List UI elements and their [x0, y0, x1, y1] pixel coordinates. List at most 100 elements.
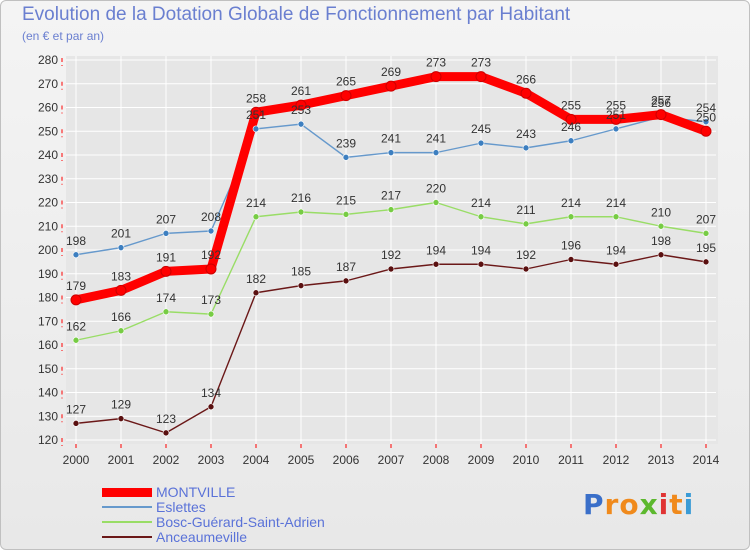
data-label-anceaumeville: 196	[561, 239, 581, 253]
data-label-anceaumeville: 194	[606, 243, 626, 257]
y-tick-label: 150	[38, 362, 58, 376]
y-tick-label: 190	[38, 267, 58, 281]
x-tick-label: 2003	[198, 453, 225, 467]
point-bosc-gu-rard-saint-adrien	[207, 310, 215, 318]
point-montville	[700, 125, 712, 137]
point-anceaumeville	[702, 258, 710, 266]
data-label-bosc-gu-rard-saint-adrien: 211	[516, 203, 535, 217]
point-bosc-gu-rard-saint-adrien	[117, 327, 125, 335]
data-label-bosc-gu-rard-saint-adrien: 214	[246, 196, 266, 210]
data-label-anceaumeville: 134	[201, 386, 221, 400]
data-label-eslettes: 241	[426, 132, 446, 146]
point-eslettes	[342, 154, 350, 161]
point-eslettes	[297, 120, 305, 128]
point-bosc-gu-rard-saint-adrien	[432, 199, 440, 206]
point-eslettes	[72, 251, 80, 259]
point-anceaumeville	[567, 256, 575, 263]
logo-letter: r	[604, 488, 620, 521]
logo-letter: t	[669, 488, 684, 521]
point-eslettes	[252, 125, 260, 133]
point-montville	[385, 80, 397, 92]
data-label-eslettes: 246	[561, 120, 581, 134]
point-bosc-gu-rard-saint-adrien	[657, 222, 665, 230]
data-label-montville: 191	[156, 250, 176, 264]
data-label-anceaumeville: 127	[66, 402, 86, 416]
x-tick-label: 2013	[648, 453, 675, 467]
point-eslettes	[207, 227, 215, 235]
point-anceaumeville	[342, 277, 350, 285]
data-label-bosc-gu-rard-saint-adrien: 217	[381, 189, 401, 203]
legend-swatch-eslettes	[102, 506, 152, 508]
data-label-eslettes: 251	[246, 108, 266, 122]
y-tick-label: 140	[38, 386, 58, 400]
y-tick-label: 120	[38, 433, 58, 447]
logo-letter: o	[619, 488, 640, 521]
point-eslettes	[477, 139, 485, 147]
data-label-anceaumeville: 187	[336, 260, 356, 274]
data-label-bosc-gu-rard-saint-adrien: 166	[111, 310, 131, 324]
point-bosc-gu-rard-saint-adrien	[297, 208, 305, 216]
point-eslettes	[702, 118, 710, 126]
x-tick-label: 2000	[63, 453, 90, 467]
point-montville	[610, 113, 622, 125]
point-eslettes	[567, 137, 575, 145]
point-anceaumeville	[657, 251, 665, 259]
legend-label-montville: MONTVILLE	[156, 484, 236, 500]
data-label-anceaumeville: 129	[111, 398, 131, 412]
data-label-eslettes: 241	[381, 132, 401, 146]
logo-letter: P	[583, 488, 605, 521]
x-tick-label: 2004	[243, 453, 270, 467]
x-tick-label: 2012	[603, 453, 630, 467]
y-tick-label: 180	[38, 291, 58, 305]
x-tick-label: 2014	[693, 453, 720, 467]
y-tick-label: 160	[38, 338, 58, 352]
chart-title: Evolution de la Dotation Globale de Fonc…	[22, 4, 571, 25]
x-tick-label: 2001	[108, 453, 135, 467]
proxiti-logo: Proxiti	[583, 488, 694, 521]
point-montville	[475, 71, 487, 83]
point-anceaumeville	[612, 260, 620, 268]
data-label-montville: 257	[651, 94, 671, 108]
y-tick-label: 220	[38, 196, 58, 210]
point-anceaumeville	[432, 260, 440, 268]
data-label-anceaumeville: 185	[291, 265, 311, 279]
point-anceaumeville	[162, 429, 170, 437]
point-eslettes	[522, 144, 530, 152]
point-bosc-gu-rard-saint-adrien	[612, 213, 620, 221]
y-tick-label: 270	[38, 77, 58, 91]
point-montville	[430, 71, 442, 83]
data-label-eslettes: 239	[336, 136, 356, 150]
data-label-eslettes: 251	[606, 108, 626, 122]
chart-subtitle: (en € et par an)	[22, 29, 105, 43]
point-anceaumeville	[297, 282, 305, 289]
point-montville	[520, 87, 532, 99]
point-eslettes	[117, 244, 125, 251]
data-label-bosc-gu-rard-saint-adrien: 214	[606, 196, 626, 210]
y-tick-label: 280	[38, 53, 58, 67]
point-bosc-gu-rard-saint-adrien	[162, 308, 170, 316]
data-label-bosc-gu-rard-saint-adrien: 214	[471, 196, 491, 210]
data-label-montville: 261	[291, 84, 311, 98]
x-tick-label: 2005	[288, 453, 315, 467]
legend-swatch-anceaumeville	[102, 536, 152, 538]
data-label-anceaumeville: 192	[381, 248, 401, 262]
logo-letter: i	[658, 488, 670, 521]
data-label-montville: 265	[336, 75, 356, 89]
data-label-eslettes: 253	[291, 103, 311, 117]
point-bosc-gu-rard-saint-adrien	[522, 220, 530, 228]
x-tick-label: 2010	[513, 453, 540, 467]
x-tick-label: 2007	[378, 453, 405, 467]
point-bosc-gu-rard-saint-adrien	[567, 213, 575, 221]
data-label-eslettes: 208	[201, 210, 221, 224]
point-eslettes	[612, 125, 620, 133]
data-label-eslettes: 254	[696, 101, 716, 115]
data-label-montville: 273	[426, 56, 446, 70]
data-label-montville: 183	[111, 269, 131, 283]
data-label-montville: 179	[66, 279, 86, 293]
x-tick-label: 2002	[153, 453, 180, 467]
data-label-eslettes: 207	[156, 212, 176, 226]
data-label-bosc-gu-rard-saint-adrien: 220	[426, 182, 446, 196]
x-tick-label: 2011	[558, 453, 584, 467]
point-eslettes	[162, 230, 170, 237]
data-label-montville: 266	[516, 72, 536, 86]
